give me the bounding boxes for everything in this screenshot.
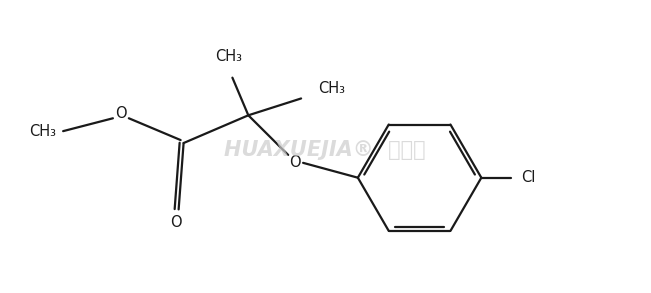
Text: CH₃: CH₃ — [215, 49, 242, 64]
Text: Cl: Cl — [521, 170, 536, 185]
Text: O: O — [170, 215, 182, 230]
Text: O: O — [115, 106, 127, 121]
Text: CH₃: CH₃ — [318, 81, 345, 96]
Text: O: O — [289, 155, 301, 170]
Text: CH₃: CH₃ — [29, 124, 56, 139]
Text: HUAXUEJIA®  化学加: HUAXUEJIA® 化学加 — [224, 140, 426, 160]
